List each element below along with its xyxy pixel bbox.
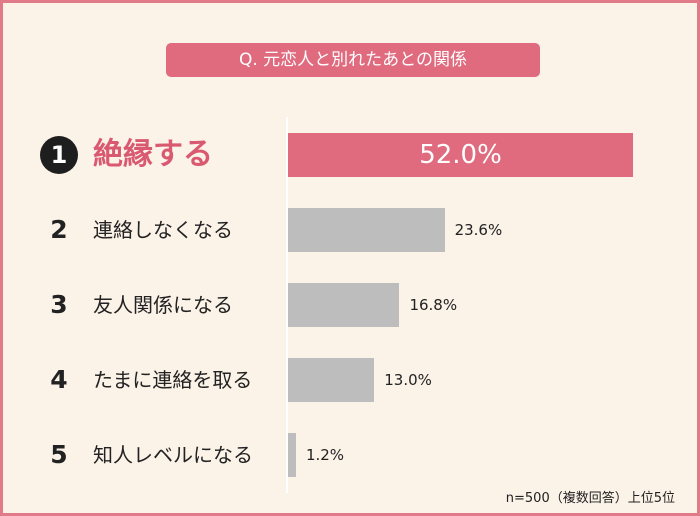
rank-4: 4: [50, 365, 68, 394]
category-label: 連絡しなくなる: [93, 218, 233, 242]
bar: [288, 283, 400, 327]
value-label: 1.2%: [305, 446, 345, 464]
category-label: たまに連絡を取る: [93, 368, 253, 392]
bar: [288, 208, 445, 252]
rank-3: 3: [50, 290, 68, 319]
sample-note: n=500（複数回答）上位5位: [505, 491, 675, 506]
bar: [288, 433, 296, 477]
rank-2: 2: [50, 215, 68, 244]
rank-5: 5: [50, 440, 68, 469]
value-label: 16.8%: [409, 296, 458, 314]
category-label: 絶縁する: [93, 137, 213, 172]
axis-line: [286, 117, 288, 493]
category-label: 知人レベルになる: [93, 443, 253, 467]
question-banner: Q. 元恋人と別れたあとの関係: [166, 43, 540, 77]
value-label: 13.0%: [384, 371, 432, 389]
value-label: 52.0%: [419, 140, 502, 170]
bar: [288, 133, 633, 177]
category-label: 友人関係になる: [93, 293, 233, 317]
value-label: 23.6%: [454, 221, 503, 239]
rank-1: 1: [40, 136, 78, 174]
bar: [288, 358, 375, 402]
